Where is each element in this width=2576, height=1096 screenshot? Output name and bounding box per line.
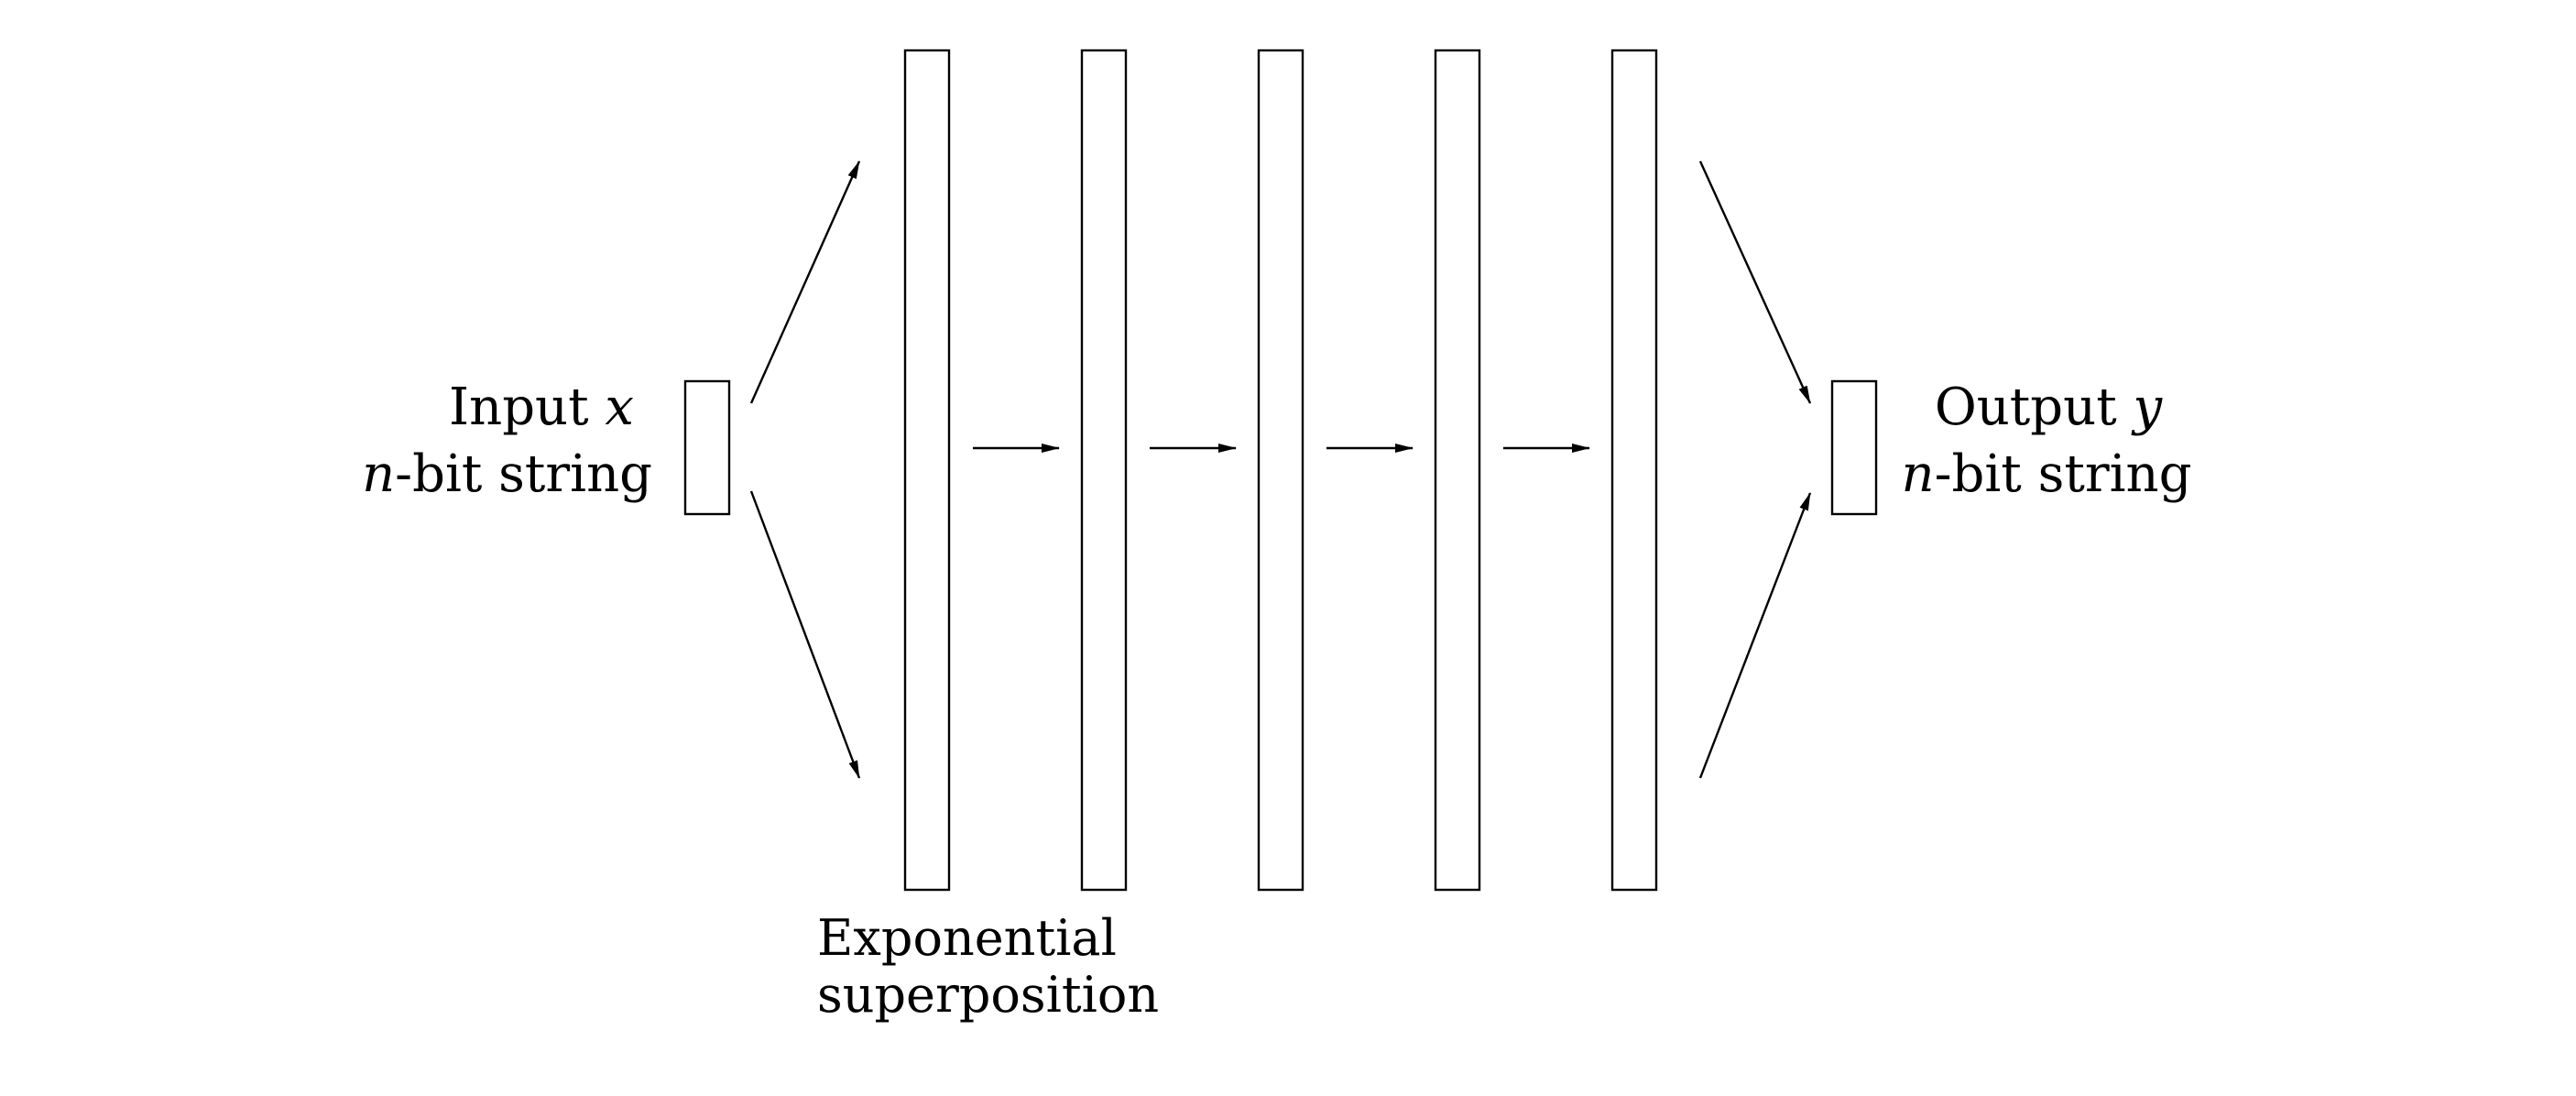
input-box xyxy=(683,379,731,516)
output-title: Output y xyxy=(1935,378,2164,437)
stage-columns xyxy=(903,49,1658,892)
caption-line-1: Exponential xyxy=(817,909,1117,967)
output-title-text: Output xyxy=(1935,378,2134,437)
fan-in-arrow-up xyxy=(1698,492,1812,779)
stage-column-5 xyxy=(1610,49,1658,892)
output-subtitle-text: -bit string xyxy=(1935,444,2192,504)
input-title: Input x xyxy=(449,378,634,437)
stage-column-4 xyxy=(1434,49,1481,892)
output-subtitle-variable: n xyxy=(1902,444,1935,504)
input-subtitle-variable: n xyxy=(362,444,395,504)
output-subtitle: n-bit string xyxy=(1902,444,2192,504)
caption-line-2: superposition xyxy=(817,966,1159,1024)
output-variable: y xyxy=(2131,378,2164,437)
fan-in-arrow-down xyxy=(1698,160,1812,404)
input-variable: x xyxy=(605,378,634,437)
stage-column-2 xyxy=(1080,49,1128,892)
stage-column-1 xyxy=(903,49,951,892)
fan-out-arrow-up xyxy=(749,160,861,404)
input-title-text: Input xyxy=(449,378,605,437)
output-box xyxy=(1830,379,1878,516)
fan-out-arrow-down xyxy=(749,490,861,779)
input-subtitle: n-bit string xyxy=(362,444,652,504)
stage-column-3 xyxy=(1257,49,1304,892)
input-subtitle-text: -bit string xyxy=(395,444,652,504)
